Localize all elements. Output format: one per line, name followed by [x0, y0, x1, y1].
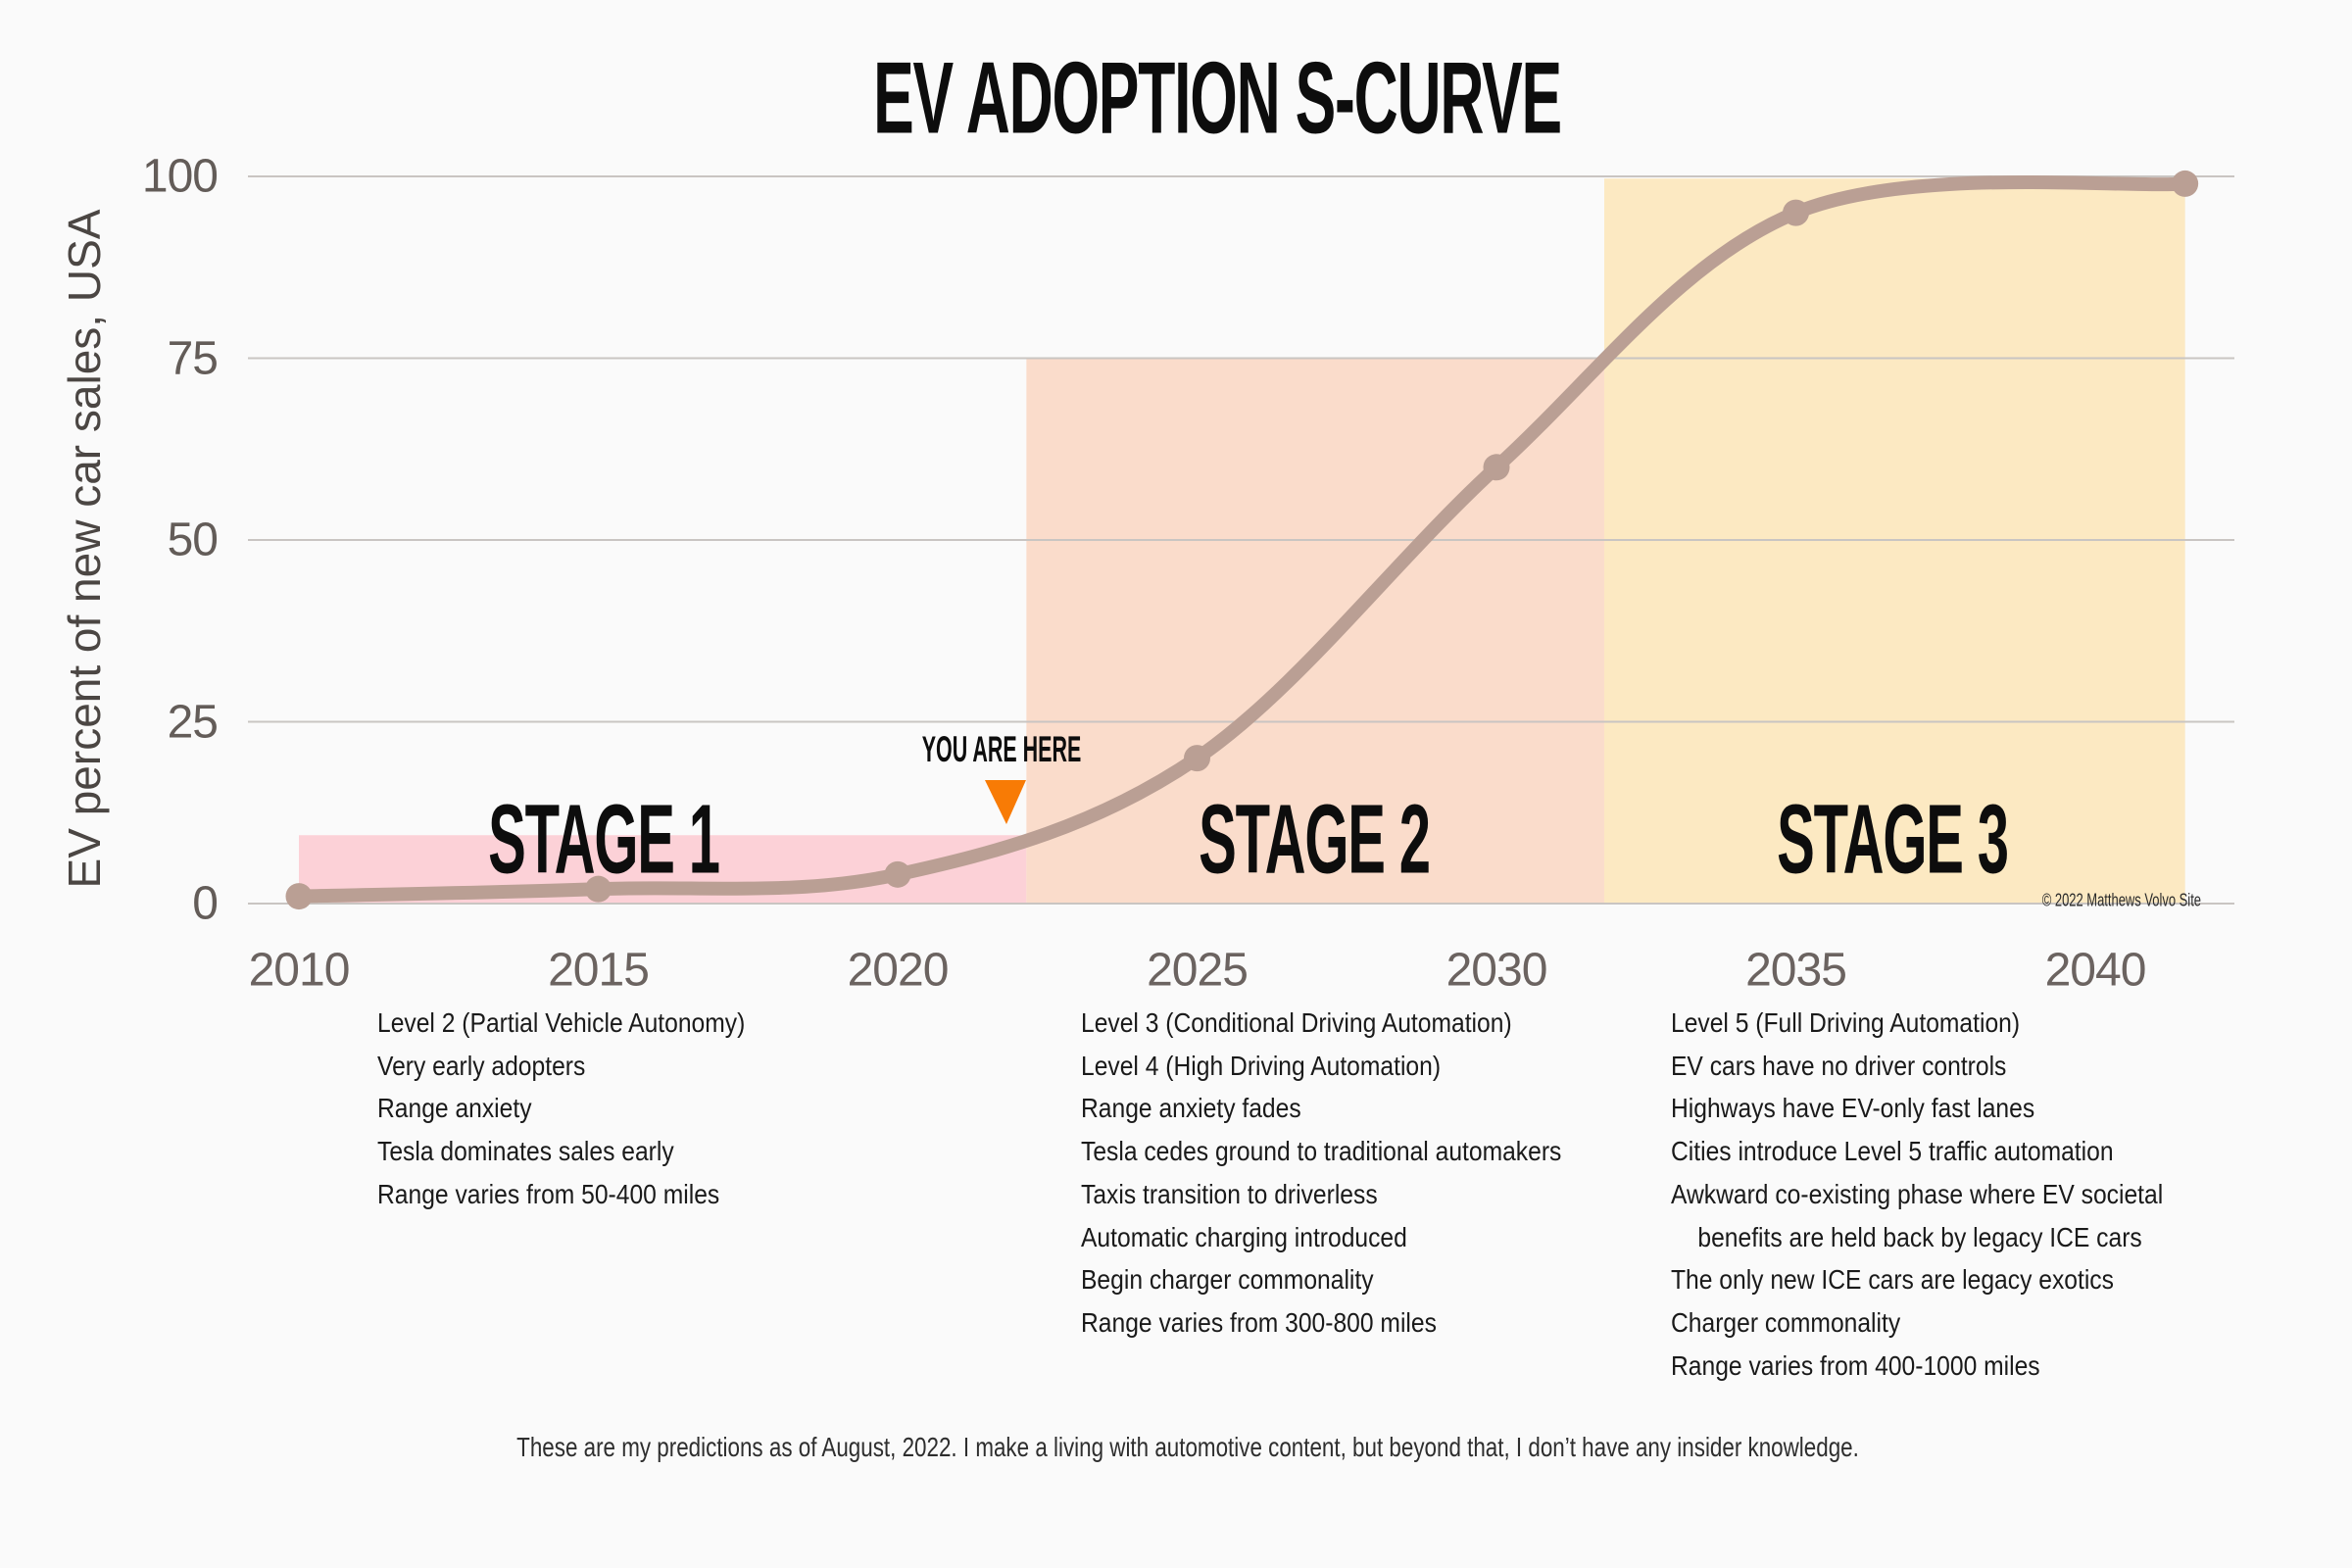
note-line: Range varies from 300-800 miles	[1081, 1306, 1437, 1338]
note-line: Level 4 (High Driving Automation)	[1081, 1050, 1442, 1081]
stage-1-notes: Level 2 (Partial Vehicle Autonomy) Very e…	[377, 1002, 745, 1216]
x-tick-label-2030: 2030	[1446, 944, 1548, 997]
stage-label-1: STAGE 1	[488, 784, 720, 895]
note-line: Level 5 (Full Driving Automation)	[1671, 1007, 2021, 1038]
note-line: Charger commonality	[1671, 1306, 1901, 1338]
note-line: Range varies from 400-1000 miles	[1671, 1349, 2040, 1381]
y-tick-label-100: 100	[141, 150, 219, 203]
stage-region-3	[1603, 178, 2185, 904]
x-tick-label-2040: 2040	[2044, 944, 2147, 997]
x-tick-label-2015: 2015	[548, 944, 650, 997]
x-tick-label-2020: 2020	[847, 944, 950, 997]
note-line: Begin charger commonality	[1081, 1264, 1374, 1296]
note-line: Level 3 (Conditional Driving Automation)	[1081, 1007, 1512, 1038]
x-tick-label-2025: 2025	[1147, 944, 1249, 997]
y-tick-label-25: 25	[167, 696, 219, 748]
stage-3-notes: Level 5 (Full Driving Automation) EV cars…	[1671, 1002, 2163, 1387]
note-line: Cities introduce Level 5 traffic automat…	[1671, 1136, 2114, 1167]
data-point-2020	[884, 860, 911, 888]
copyright-watermark: © 2022 Matthews Volvo Site	[2041, 890, 2201, 910]
y-axis-title: EV percent of new car sales, USA	[59, 209, 110, 889]
data-point-2035	[1783, 199, 1809, 226]
x-tick-label-2035: 2035	[1745, 944, 1847, 997]
y-tick-label-0: 0	[192, 877, 219, 930]
you-are-here-label: YOU ARE HERE	[921, 729, 1082, 769]
note-line: Tesla cedes ground to traditional automa…	[1081, 1136, 1562, 1167]
footer-disclaimer: These are my predictions as of August, 2…	[516, 1432, 1859, 1462]
data-point-2025	[1184, 745, 1210, 772]
note-line: benefits are held back by legacy ICE car…	[1671, 1221, 2142, 1252]
y-tick-label-50: 50	[167, 514, 219, 566]
x-tick-label-2010: 2010	[248, 944, 351, 997]
note-line: Level 2 (Partial Vehicle Autonomy)	[377, 1007, 746, 1038]
note-line: Awkward co-existing phase where EV socie…	[1671, 1178, 2164, 1209]
note-line: Tesla dominates sales early	[377, 1136, 674, 1167]
note-line: Very early adopters	[377, 1050, 586, 1081]
data-point-2030	[1483, 454, 1510, 481]
note-line: The only new ICE cars are legacy exotics	[1671, 1264, 2114, 1296]
y-tick-label-75: 75	[167, 332, 219, 384]
note-line: Range anxiety	[377, 1093, 532, 1124]
note-line: Highways have EV-only fast lanes	[1671, 1093, 2035, 1124]
stage-label-3: STAGE 3	[1777, 784, 2009, 895]
note-line: Range varies from 50-400 miles	[377, 1178, 720, 1209]
data-point-2041.5	[2172, 170, 2199, 197]
you-are-here-arrow-icon	[984, 780, 1026, 824]
page-title: EV ADOPTION S-CURVE	[873, 41, 1562, 156]
note-line: Automatic charging introduced	[1081, 1221, 1407, 1252]
stage-label-2: STAGE 2	[1199, 784, 1431, 895]
stage-2-notes: Level 3 (Conditional Driving Automation)…	[1081, 1002, 1561, 1345]
data-point-2015	[585, 875, 612, 903]
note-line: EV cars have no driver controls	[1671, 1050, 2007, 1081]
data-point-2010	[285, 883, 313, 910]
note-line: Taxis transition to driverless	[1081, 1178, 1378, 1209]
note-line: Range anxiety fades	[1081, 1093, 1301, 1124]
